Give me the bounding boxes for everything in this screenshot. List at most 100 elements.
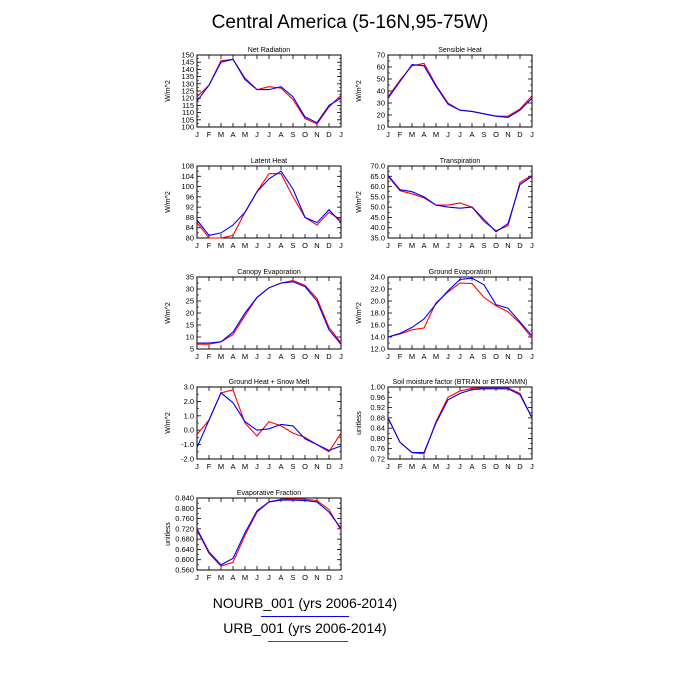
x-tick-label: O bbox=[302, 241, 308, 250]
x-tick-label: M bbox=[433, 352, 439, 361]
x-tick-label: A bbox=[469, 130, 474, 139]
x-tick-label: M bbox=[409, 130, 415, 139]
y-tick-label: 0.680 bbox=[175, 535, 194, 544]
x-tick-label: N bbox=[314, 462, 319, 471]
panel-title: Sensible Heat bbox=[438, 47, 482, 54]
y-tick-label: 110 bbox=[182, 108, 194, 117]
x-tick-label: S bbox=[481, 130, 486, 139]
y-tick-label: 80 bbox=[186, 234, 194, 243]
y-tick-label: 104 bbox=[181, 172, 194, 181]
x-tick-label: J bbox=[386, 130, 390, 139]
y-axis-label: W/m^2 bbox=[165, 412, 172, 434]
x-tick-label: J bbox=[530, 352, 534, 361]
y-tick-label: 12.0 bbox=[370, 345, 385, 354]
series-line-nourb bbox=[197, 281, 342, 345]
x-tick-label: A bbox=[230, 462, 235, 471]
x-tick-label: M bbox=[433, 241, 439, 250]
y-tick-label: 24.0 bbox=[370, 273, 385, 282]
y-tick-label: 0.80 bbox=[370, 434, 385, 443]
x-tick-label: J bbox=[458, 241, 462, 250]
panel-0: Net RadiationW/m^21001051101151201251301… bbox=[165, 47, 343, 139]
y-tick-label: 1.0 bbox=[184, 411, 194, 420]
x-tick-label: N bbox=[505, 352, 510, 361]
y-tick-label: 140 bbox=[181, 65, 194, 74]
x-tick-label: J bbox=[446, 241, 450, 250]
x-tick-label: J bbox=[195, 241, 199, 250]
x-tick-label: F bbox=[207, 573, 212, 582]
panel-title: Evaporative Fraction bbox=[237, 490, 301, 497]
x-tick-label: F bbox=[207, 241, 212, 250]
series-line-urb bbox=[387, 174, 533, 232]
x-tick-label: N bbox=[314, 130, 319, 139]
y-tick-label: 40.0 bbox=[370, 223, 385, 232]
x-tick-label: A bbox=[421, 462, 426, 471]
x-tick-label: S bbox=[290, 241, 295, 250]
x-tick-label: D bbox=[517, 462, 523, 471]
x-tick-label: J bbox=[339, 241, 343, 250]
x-tick-label: F bbox=[207, 462, 212, 471]
x-tick-label: J bbox=[386, 241, 390, 250]
y-tick-label: 115 bbox=[182, 101, 194, 110]
x-tick-label: F bbox=[398, 352, 403, 361]
y-tick-label: 20 bbox=[377, 111, 385, 120]
y-tick-label: 3.0 bbox=[184, 383, 194, 392]
x-tick-label: A bbox=[421, 130, 426, 139]
plot-frame bbox=[196, 165, 342, 239]
x-tick-label: M bbox=[242, 241, 248, 250]
y-tick-label: 65.0 bbox=[370, 172, 385, 181]
x-tick-label: S bbox=[290, 462, 295, 471]
y-tick-label: 108 bbox=[181, 162, 194, 171]
panel-6: Ground Heat + Snow Melt W/m^2 -2.0 -1.0 0.0 1… bbox=[165, 379, 343, 471]
y-tick-label: 14.0 bbox=[370, 333, 385, 342]
x-tick-label: S bbox=[290, 130, 295, 139]
panel-7: Soil moisture factor (BTRAN or BTRANMN) u… bbox=[356, 379, 534, 471]
x-tick-label: N bbox=[314, 241, 319, 250]
y-tick-label: 0.560 bbox=[175, 566, 194, 575]
y-tick-label: 0.840 bbox=[175, 494, 194, 503]
y-tick-label: 16.0 bbox=[370, 321, 385, 330]
y-tick-label: 25 bbox=[186, 297, 194, 306]
y-tick-label: 20.0 bbox=[370, 297, 385, 306]
x-tick-label: J bbox=[339, 352, 343, 361]
y-tick-label: 100 bbox=[181, 123, 194, 132]
y-tick-label: 15 bbox=[186, 321, 194, 330]
series-line-nourb bbox=[196, 58, 342, 124]
series-line-urb bbox=[196, 498, 342, 567]
x-tick-label: J bbox=[267, 462, 271, 471]
x-tick-label: O bbox=[493, 462, 499, 471]
x-tick-label: F bbox=[398, 241, 403, 250]
y-tick-label: 70 bbox=[377, 51, 385, 60]
x-tick-label: J bbox=[446, 352, 450, 361]
x-tick-label: J bbox=[255, 352, 259, 361]
x-tick-label: A bbox=[469, 241, 474, 250]
x-tick-label: D bbox=[326, 130, 332, 139]
plot-frame bbox=[387, 276, 533, 350]
y-tick-label: 50 bbox=[377, 75, 385, 84]
x-tick-label: O bbox=[302, 573, 308, 582]
y-axis-label: W/m^2 bbox=[165, 191, 172, 213]
x-tick-label: N bbox=[505, 462, 510, 471]
y-tick-label: 0.76 bbox=[370, 444, 385, 453]
x-tick-label: A bbox=[278, 462, 283, 471]
y-tick-label: 10 bbox=[186, 333, 194, 342]
panel-title: Canopy Evaporation bbox=[237, 269, 301, 276]
y-tick-label: 60 bbox=[377, 63, 385, 72]
series-line-nourb bbox=[387, 174, 533, 233]
y-tick-label: 35.0 bbox=[370, 234, 385, 243]
x-tick-label: A bbox=[421, 352, 426, 361]
y-tick-label: 130 bbox=[181, 79, 194, 88]
y-tick-label: 50.0 bbox=[370, 203, 385, 212]
series-line-nourb bbox=[387, 277, 533, 338]
y-tick-label: 45.0 bbox=[370, 213, 385, 222]
y-tick-label: 2.0 bbox=[184, 397, 194, 406]
legend-label-nourb: NOURB_001 (yrs 2006-2014) bbox=[212, 595, 398, 611]
y-tick-label: 0.88 bbox=[370, 413, 385, 422]
y-tick-label: 0.96 bbox=[370, 393, 385, 402]
x-tick-label: J bbox=[446, 462, 450, 471]
plot-frame bbox=[387, 165, 533, 239]
x-tick-label: D bbox=[517, 352, 523, 361]
y-axis-label: W/m^2 bbox=[356, 80, 363, 102]
x-tick-label: D bbox=[326, 241, 332, 250]
